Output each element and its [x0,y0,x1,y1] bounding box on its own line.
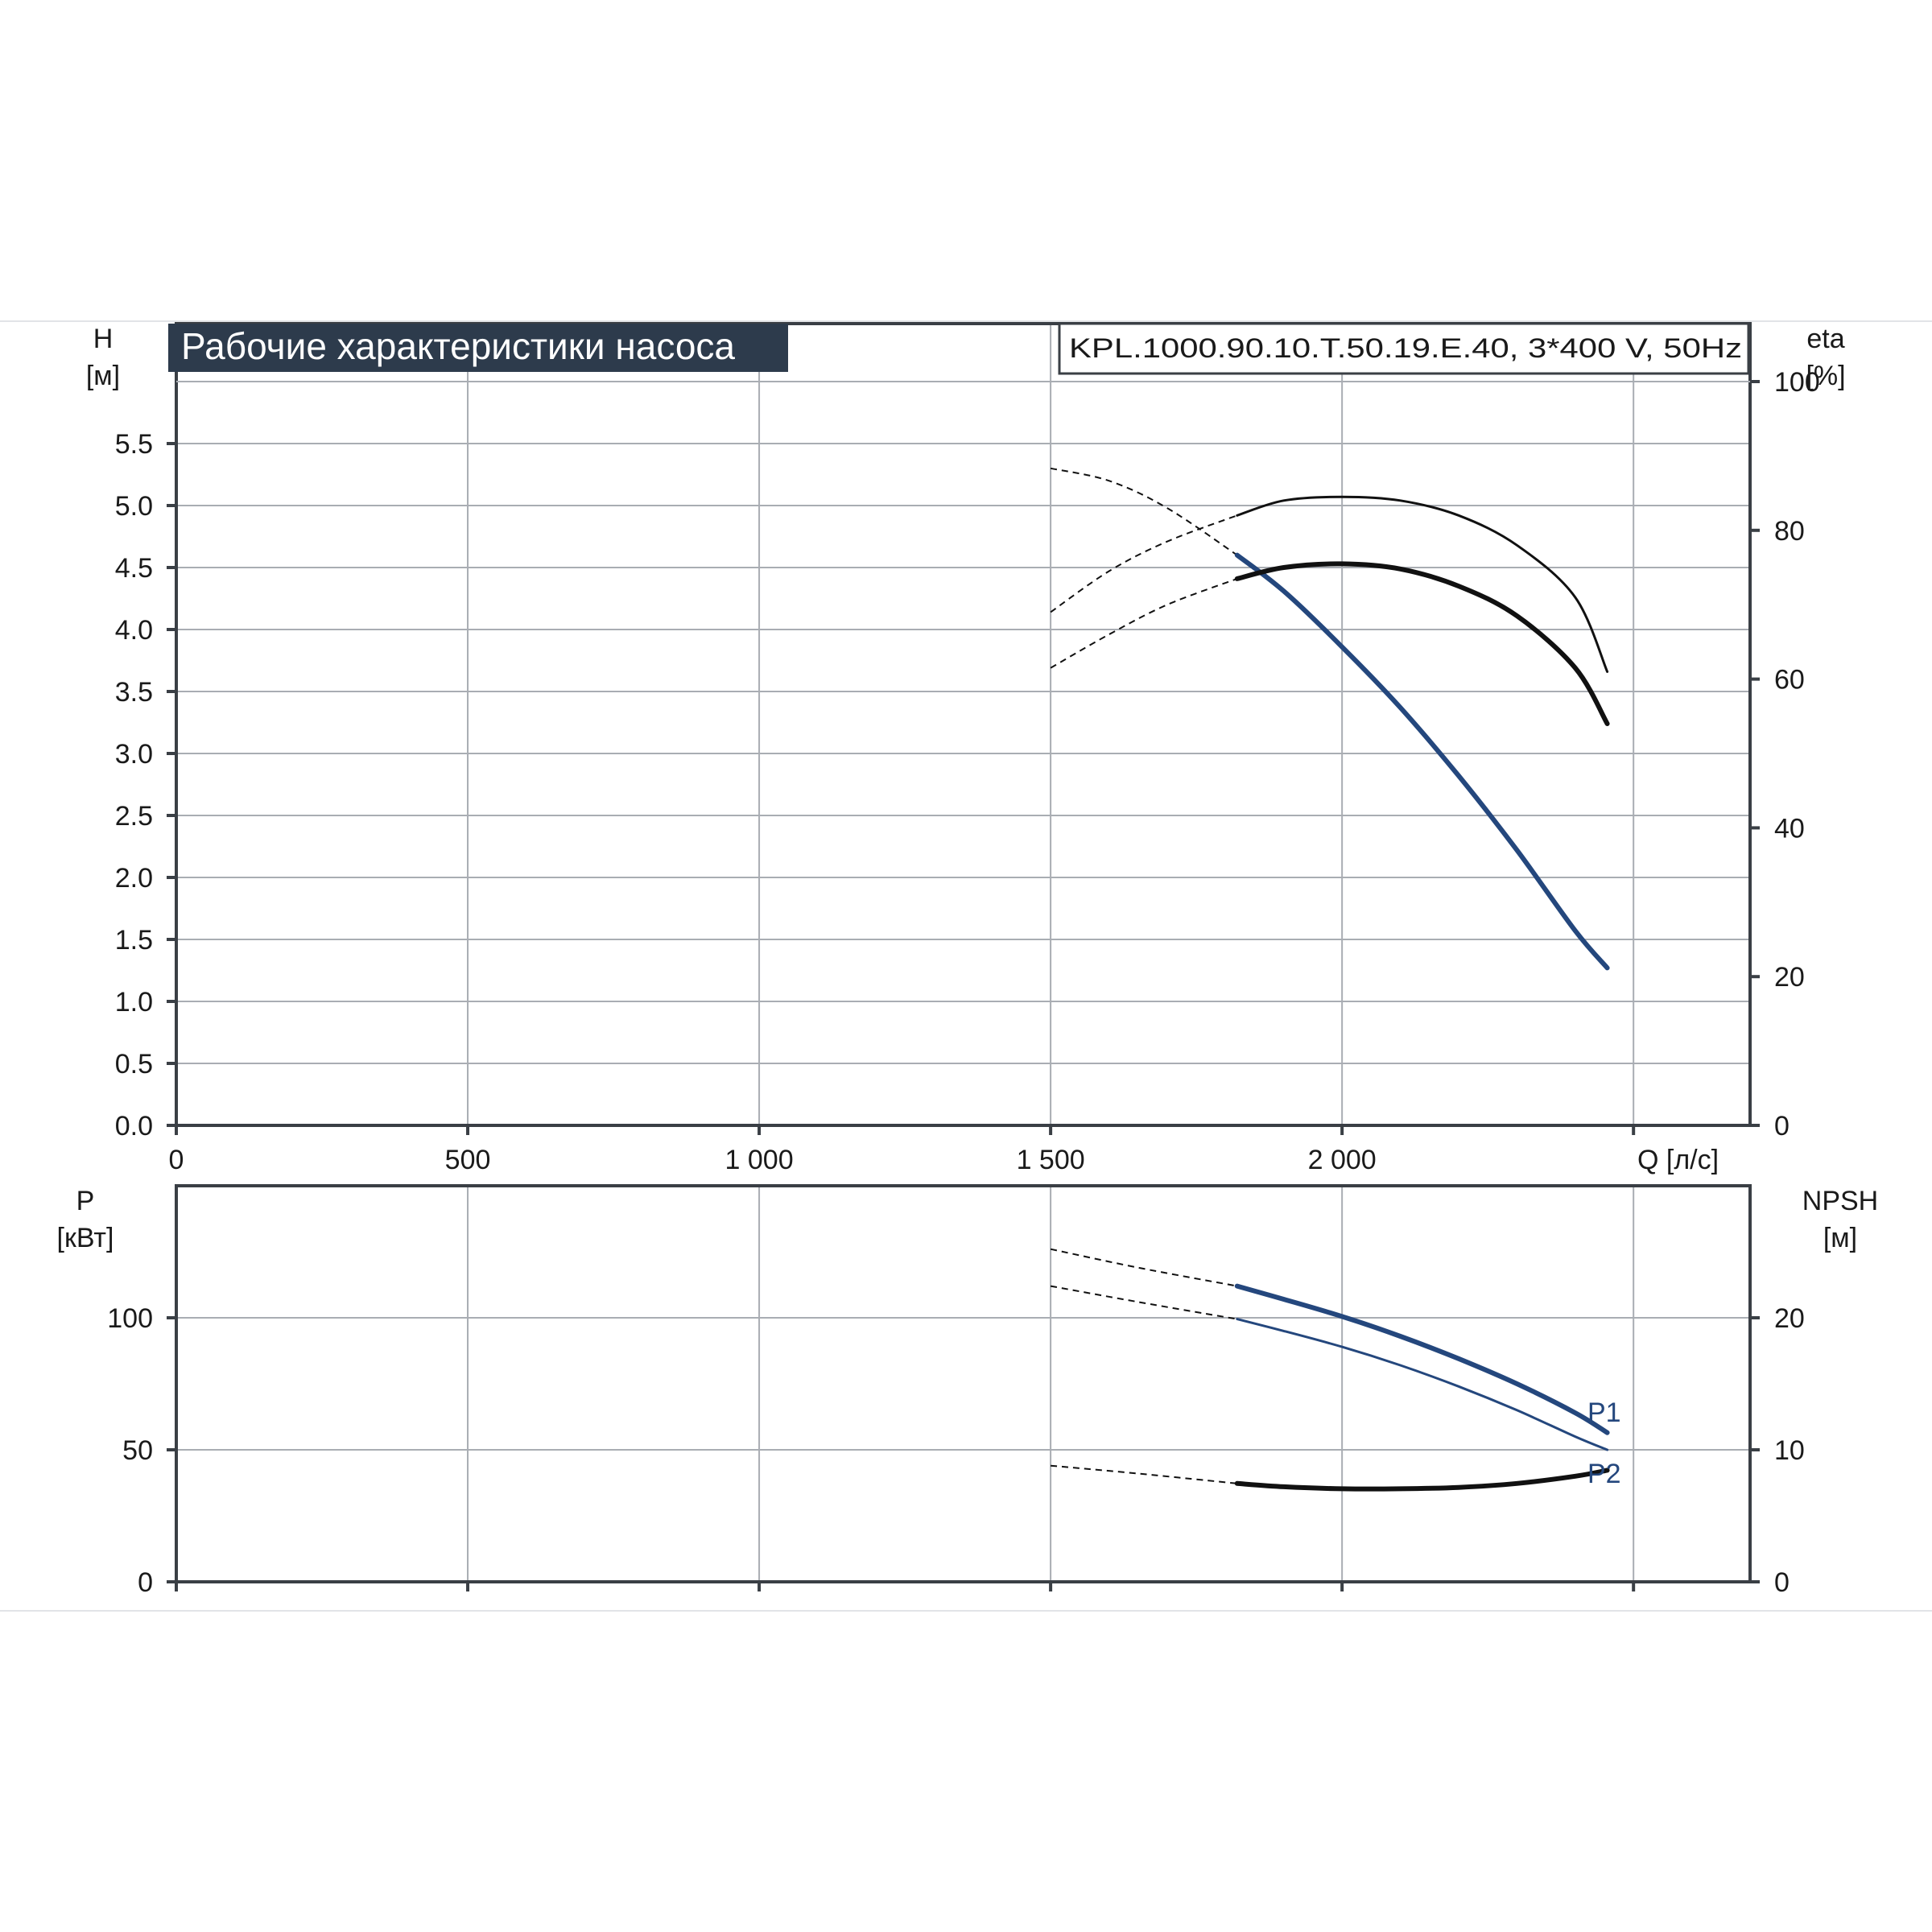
y-left-tick-label: 0 [138,1567,153,1598]
p1-series-label: P1 [1587,1397,1621,1428]
x-tick-label: 1 000 [725,1145,794,1175]
series-1-curve [1236,495,1609,673]
y-right-tick-label: 0 [1774,1567,1790,1598]
p-axis-unit: [кВт] [57,1223,114,1253]
npsh-axis-unit: [м] [1823,1223,1857,1253]
series-2-curve [1234,1468,1610,1492]
x-axis-label: Q [л/с] [1637,1145,1719,1175]
y-left-tick-label: 50 [122,1435,153,1466]
series-2-dashed-curve [1051,1464,1237,1484]
y-right-tick-label: 20 [1774,1303,1805,1334]
y-right-tick-label: 20 [1774,962,1805,993]
x-tick-label: 500 [445,1145,491,1175]
y-right-tick-label: 40 [1774,813,1805,844]
y-right-tick-label: 10 [1774,1435,1805,1466]
y-left-axis-name: H [93,324,114,354]
y-left-tick-label: 1.5 [115,925,153,956]
y-left-tick-label: 100 [107,1303,153,1334]
y-left-tick-label: 0.0 [115,1111,153,1141]
p2-curve [1236,1318,1609,1451]
y-left-tick-label: 4.5 [115,553,153,584]
y-right-axis-name: eta [1806,324,1844,354]
npsh-axis-name: NPSH [1802,1186,1878,1216]
y-right-tick-label: 0 [1774,1111,1790,1141]
series-2-curve [1234,561,1610,726]
series-0-dashed-curve [1050,467,1238,556]
lower-ticks [167,1316,1760,1591]
p2-series-label: P2 [1587,1459,1621,1489]
y-left-tick-label: 2.5 [115,801,153,832]
p2-dashed-curve [1050,1285,1237,1320]
y-right-tick-label: 100 [1774,367,1820,398]
lower-plot-frame [175,1184,1752,1583]
p1-dashed-curve [1050,1248,1237,1287]
lower-panel: 0 50 100 0 10 20 P [кВт] NPSH [м] P1 P2 [57,1184,1878,1598]
y-left-tick-label: 3.5 [115,677,153,708]
y-left-tick-label: 1.0 [115,987,153,1018]
y-right-tick-label: 80 [1774,516,1805,547]
y-right-tick-label: 60 [1774,665,1805,696]
lower-tick-labels: 0 50 100 0 10 20 [107,1303,1805,1598]
y-left-tick-label: 0.5 [115,1049,153,1080]
y-right-axis-unit: [%] [1806,361,1845,391]
upper-ticks [167,380,1760,1135]
upper-tick-labels: 0 500 1 000 1 500 2 000 0.0 0.5 1.0 1.5 2.0 2.5 3.0… [115,367,1820,1175]
series-0-curve [1234,552,1610,971]
chart-title: Рабочие характеристики насоса [181,325,735,367]
p-axis-name: P [76,1186,95,1216]
x-tick-label: 0 [169,1145,184,1175]
x-tick-label: 1 500 [1017,1145,1085,1175]
y-left-tick-label: 2.0 [115,863,153,894]
model-box [1058,322,1750,375]
y-left-axis-unit: [м] [86,361,120,391]
y-left-tick-label: 5.0 [115,491,153,522]
upper-plot-frame [175,322,1752,1127]
y-left-tick-label: 3.0 [115,739,153,770]
y-left-tick-label: 4.0 [115,615,153,646]
model-label: KPL.1000.90.10.T.50.19.E.40, 3*400 V, 50… [1069,333,1742,364]
p1-curve [1234,1283,1610,1435]
upper-panel: 0 500 1 000 1 500 2 000 0.0 0.5 1.0 1.5 2.0 2.5 3.0… [86,322,1846,1175]
y-left-tick-label: 5.5 [115,429,153,460]
lower-series [1050,1248,1610,1492]
lower-grid [176,1186,1750,1582]
series-2-dashed-curve [1050,577,1238,669]
upper-series [1050,467,1610,971]
series-1-dashed-curve [1050,514,1238,613]
title-box [168,324,788,372]
x-tick-label: 2 000 [1308,1145,1377,1175]
upper-grid [176,324,1750,1125]
